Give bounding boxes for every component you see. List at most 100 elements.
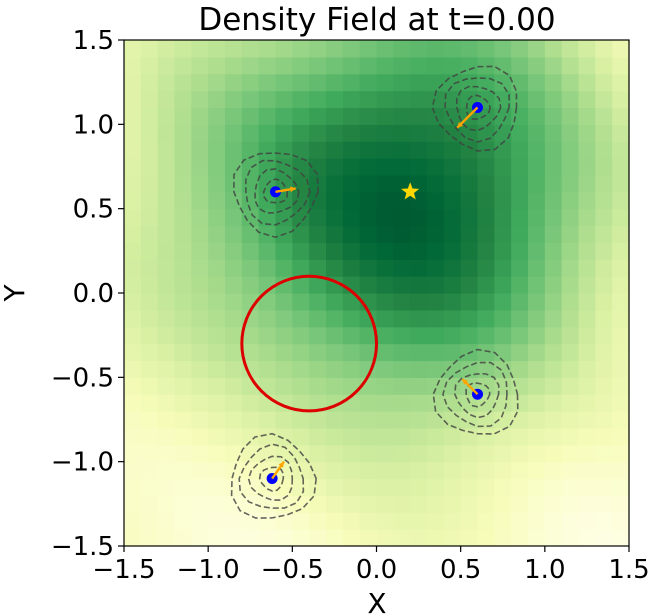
x-tick-label: 0.5 <box>440 555 481 585</box>
heatmap-cell <box>376 124 394 142</box>
heatmap-cell <box>359 394 378 412</box>
heatmap-cell <box>494 208 512 227</box>
agent-contour <box>233 152 319 239</box>
heatmap-cell <box>561 411 580 429</box>
heatmap-cell <box>410 326 428 345</box>
heatmap-cell <box>393 141 411 159</box>
heatmap-cell <box>275 377 293 395</box>
heatmap-cell <box>191 191 209 210</box>
x-tick-label: −1.5 <box>92 555 155 585</box>
x-tick-label: 1.5 <box>608 555 649 585</box>
heatmap-cell <box>376 276 394 294</box>
heatmap-cell <box>561 90 580 109</box>
heatmap-cell <box>342 461 361 480</box>
heatmap-cell <box>376 309 394 328</box>
heatmap-cell <box>124 40 142 58</box>
heatmap-cell <box>443 495 462 513</box>
heatmap-cell <box>140 124 159 142</box>
heatmap-cell <box>326 90 344 109</box>
heatmap-cell <box>544 225 563 243</box>
heatmap-cell <box>410 461 428 480</box>
heatmap-cell <box>410 377 428 395</box>
heatmap-cell <box>174 208 192 227</box>
heatmap-cell <box>326 293 344 311</box>
heatmap-cell <box>443 259 462 277</box>
agent-contour <box>258 466 285 492</box>
heatmap-cell <box>477 191 495 210</box>
heatmap-cell <box>561 293 580 311</box>
heatmap-cell <box>427 158 445 176</box>
heatmap-cell <box>326 242 344 260</box>
heatmap-cell <box>326 427 344 446</box>
heatmap-cell <box>544 529 563 547</box>
heatmap-cell <box>174 444 192 463</box>
heatmap-cell <box>275 107 293 125</box>
heatmap-cell <box>612 326 630 345</box>
heatmap-cell <box>544 326 563 345</box>
heatmap-cell <box>191 529 209 547</box>
heatmap-cell <box>595 276 613 294</box>
heatmap-cell <box>225 461 243 480</box>
heatmap-cell <box>140 56 159 75</box>
heatmap-cell <box>376 360 394 378</box>
heatmap-cell <box>359 411 378 429</box>
y-axis-label: Y <box>0 284 31 303</box>
heatmap-cell <box>124 158 142 176</box>
heatmap-cell <box>326 225 344 243</box>
heatmap-cell <box>494 478 512 496</box>
heatmap-cell <box>410 529 428 547</box>
heatmap-cell <box>359 208 378 227</box>
heatmap-cell <box>191 411 209 429</box>
heatmap-cell <box>443 56 462 75</box>
y-tick-label: 0.0 <box>73 279 114 309</box>
heatmap-cell <box>359 56 378 75</box>
heatmap-cell <box>511 411 529 429</box>
heatmap-cell <box>124 107 142 125</box>
heatmap-cell <box>528 309 546 328</box>
heatmap-cell <box>477 158 495 176</box>
heatmap-cell <box>410 107 428 125</box>
heatmap-cell <box>225 90 243 109</box>
heatmap-cell <box>443 191 462 210</box>
heatmap-cell <box>544 478 563 496</box>
heatmap-cell <box>612 276 630 294</box>
heatmap-cell <box>494 343 512 362</box>
heatmap-cell <box>578 276 596 294</box>
heatmap-cell <box>309 309 327 328</box>
heatmap-cell <box>326 40 344 58</box>
heatmap-cell <box>460 495 479 513</box>
heatmap-cell <box>225 512 243 530</box>
heatmap-cell <box>460 40 479 58</box>
heatmap-cell <box>528 427 546 446</box>
heatmap-cell <box>578 40 596 58</box>
heatmap-cell <box>157 191 176 210</box>
heatmap-cell <box>157 259 176 277</box>
heatmap-cell <box>225 40 243 58</box>
heatmap-cell <box>595 259 613 277</box>
heatmap-cell <box>174 242 192 260</box>
heatmap-cell <box>561 40 580 58</box>
heatmap-cell <box>427 276 445 294</box>
heatmap-cell <box>612 242 630 260</box>
heatmap-cell <box>342 191 361 210</box>
heatmap-cell <box>595 360 613 378</box>
heatmap-cell <box>561 208 580 227</box>
heatmap-cell <box>208 293 226 311</box>
heatmap-cell <box>309 394 327 412</box>
heatmap-cell <box>124 495 142 513</box>
heatmap-cell <box>191 444 209 463</box>
heatmap-cell <box>477 107 495 125</box>
heatmap-cell <box>359 107 378 125</box>
heatmap-cell <box>309 208 327 227</box>
agent-contour <box>465 382 491 408</box>
heatmap-cell <box>292 495 310 513</box>
heatmap-cell <box>460 259 479 277</box>
heatmap-cell <box>460 56 479 75</box>
heatmap-cell <box>140 158 159 176</box>
heatmap-cell <box>292 377 310 395</box>
heatmap-cell <box>157 326 176 345</box>
heatmap-cell <box>309 259 327 277</box>
heatmap-cell <box>292 394 310 412</box>
heatmap-cell <box>528 461 546 480</box>
heatmap-cell <box>544 56 563 75</box>
